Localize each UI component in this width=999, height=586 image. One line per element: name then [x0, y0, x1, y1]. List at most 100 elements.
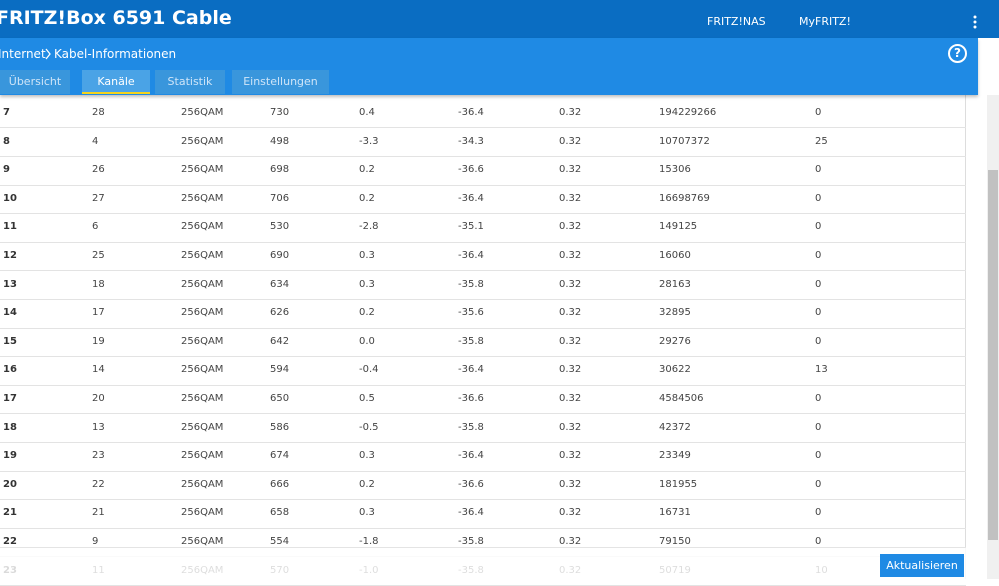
cell: 18	[92, 278, 105, 290]
cell: 42372	[659, 421, 691, 433]
cell: -1.8	[359, 536, 379, 547]
row-divider	[0, 384, 966, 386]
cell: 9	[92, 536, 99, 547]
cell: 6	[92, 221, 99, 233]
cell: 0.32	[559, 192, 582, 204]
row-divider	[0, 413, 966, 415]
cell: 149125	[659, 221, 698, 233]
scroll-thumb	[988, 170, 998, 540]
cell: 22	[92, 478, 105, 490]
cell: 11	[3, 221, 17, 233]
cell: 0.2	[359, 192, 375, 204]
cell: 698	[270, 164, 290, 176]
cell: 658	[270, 507, 290, 519]
breadcrumb-current: Kabel-Informationen	[54, 47, 177, 61]
cell: 18	[3, 421, 17, 433]
cell: 0.32	[559, 164, 582, 176]
row-divider	[0, 155, 966, 157]
cell: 10	[3, 192, 17, 204]
cell: 0	[815, 221, 822, 233]
cell: 23	[92, 450, 105, 462]
title: FRITZ!Box 6591 Cable	[0, 7, 232, 29]
cell: 0	[815, 250, 822, 261]
cell: 0.2	[359, 478, 375, 490]
cell: 4	[92, 135, 99, 147]
tab[interactable]: Statistik	[155, 70, 225, 94]
row-divider	[0, 298, 966, 300]
row-divider	[0, 241, 966, 243]
cell: 30622	[659, 364, 691, 376]
cell: 256QAM	[181, 335, 224, 347]
cell: 674	[270, 450, 290, 462]
menu-icon[interactable]	[972, 15, 978, 29]
cell: 0.32	[559, 450, 582, 462]
cell: 594	[270, 364, 290, 376]
cell: 21	[92, 507, 105, 519]
cell: 32895	[659, 307, 691, 319]
cell: 0.32	[559, 107, 582, 118]
cell: 25	[92, 250, 105, 261]
cell: -34.3	[458, 135, 484, 147]
row-divider	[0, 127, 966, 129]
cell: 256QAM	[181, 250, 224, 261]
cell: 8	[3, 135, 10, 147]
tab[interactable]: Kanäle	[82, 70, 150, 94]
cell: 27	[92, 192, 105, 204]
cell: 28	[92, 107, 105, 118]
tab[interactable]: Übersicht	[0, 70, 70, 94]
cell: 730	[270, 107, 290, 118]
cell: 79150	[659, 536, 691, 547]
cell: 0.32	[559, 536, 582, 547]
cell: -0.5	[359, 421, 379, 433]
cell: 256QAM	[181, 192, 224, 204]
nav-link[interactable]: FRITZ!NAS	[707, 15, 766, 28]
sub-bar: Internet Kabel-Informationen ?	[0, 38, 978, 95]
cell: 0	[815, 164, 822, 176]
cell: -36.4	[458, 250, 484, 261]
cell: 0.5	[359, 393, 375, 404]
cell: 256QAM	[181, 164, 224, 176]
row-divider	[0, 213, 966, 215]
cell: 20	[3, 478, 17, 490]
cell: 12	[3, 250, 17, 261]
cell: -35.8	[458, 421, 484, 433]
row-divider	[0, 470, 966, 472]
cell: 0.3	[359, 450, 375, 462]
cell: 0.32	[559, 221, 582, 233]
cell: 586	[270, 421, 290, 433]
cell: 17	[92, 307, 105, 319]
cell: 650	[270, 393, 290, 404]
row-divider	[0, 270, 966, 272]
refresh-button[interactable]: Aktualisieren	[880, 554, 964, 577]
tab[interactable]: Einstellungen	[232, 70, 329, 94]
cell: 0.4	[359, 107, 375, 118]
cell: -36.4	[458, 507, 484, 519]
cell: -35.8	[458, 335, 484, 347]
cell: 26	[92, 164, 105, 176]
cell: 256QAM	[181, 221, 224, 233]
cell: 14	[92, 364, 105, 376]
breadcrumb-parent[interactable]: Internet	[0, 47, 46, 61]
row-divider	[0, 184, 966, 186]
cell: 0	[815, 278, 822, 290]
cell: 15306	[659, 164, 691, 176]
help-icon[interactable]: ?	[948, 44, 967, 63]
cell: 706	[270, 192, 290, 204]
cell: 16060	[659, 250, 691, 261]
cell: 0.2	[359, 164, 375, 176]
cell: 0	[815, 421, 822, 433]
row-divider	[0, 499, 966, 501]
cell: 14	[3, 307, 17, 319]
cell: 256QAM	[181, 536, 224, 547]
cell: 256QAM	[181, 107, 224, 118]
cell: 0.3	[359, 278, 375, 290]
cell: -36.6	[458, 478, 484, 490]
cell: -35.8	[458, 536, 484, 547]
cell: 666	[270, 478, 290, 490]
cell: 181955	[659, 478, 698, 490]
cell: 16	[3, 364, 17, 376]
cell: 17	[3, 393, 17, 404]
cell: 13	[92, 421, 105, 433]
cell: 0	[815, 536, 822, 547]
nav-link[interactable]: MyFRITZ!	[799, 15, 851, 28]
